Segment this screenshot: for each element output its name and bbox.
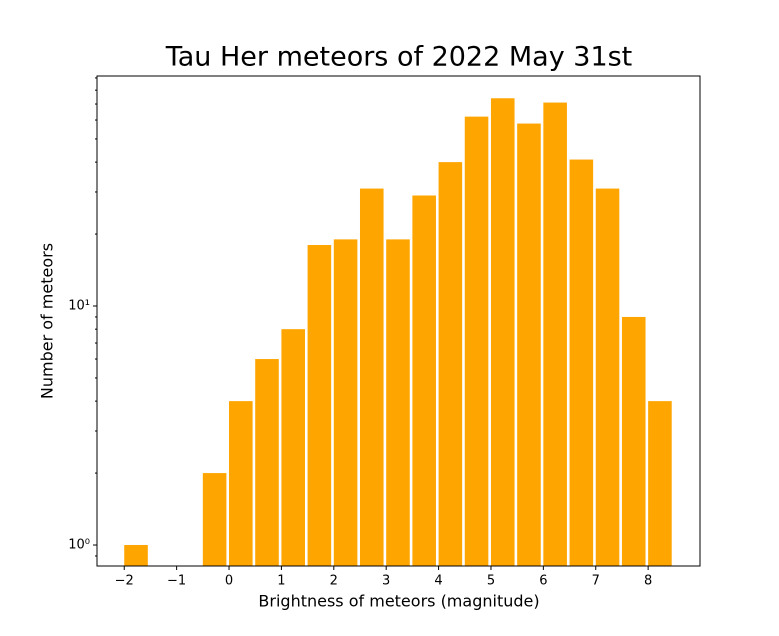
bar bbox=[569, 159, 594, 566]
y-tick-label: 10⁰ bbox=[68, 538, 90, 553]
chart-title: Tau Her meteors of 2022 May 31st bbox=[165, 42, 633, 73]
x-tick-label: 7 bbox=[592, 574, 600, 589]
x-tick-label: 8 bbox=[644, 574, 652, 589]
bar bbox=[464, 116, 489, 566]
bar bbox=[359, 188, 384, 567]
x-tick-label: −2 bbox=[115, 574, 134, 589]
bar bbox=[648, 401, 672, 566]
x-tick-label: 1 bbox=[277, 574, 285, 589]
x-tick-label: 2 bbox=[330, 574, 338, 589]
x-tick-label: 3 bbox=[382, 574, 390, 589]
x-tick-label: 5 bbox=[487, 574, 495, 589]
x-tick-label: 6 bbox=[539, 574, 547, 589]
x-tick-label: −1 bbox=[167, 574, 186, 589]
bar bbox=[595, 188, 620, 567]
bar bbox=[543, 102, 567, 566]
bar bbox=[333, 239, 358, 566]
x-axis-label: Brightness of meteors (magnitude) bbox=[258, 592, 539, 611]
bar bbox=[621, 316, 646, 566]
y-axis-label: Number of meteors bbox=[38, 243, 57, 399]
plot-frame bbox=[96, 75, 701, 567]
bar bbox=[517, 123, 541, 567]
bar bbox=[124, 545, 148, 566]
bar bbox=[255, 359, 279, 566]
bar bbox=[490, 98, 515, 566]
bar bbox=[202, 473, 227, 566]
x-tick-label: 4 bbox=[434, 574, 442, 589]
bar bbox=[386, 239, 410, 566]
bar bbox=[229, 401, 253, 566]
bar bbox=[438, 162, 463, 567]
y-tick-label: 10¹ bbox=[68, 299, 90, 314]
bar bbox=[412, 195, 436, 566]
bar bbox=[281, 329, 305, 566]
x-tick-label: 0 bbox=[225, 574, 233, 589]
bar bbox=[307, 245, 332, 566]
